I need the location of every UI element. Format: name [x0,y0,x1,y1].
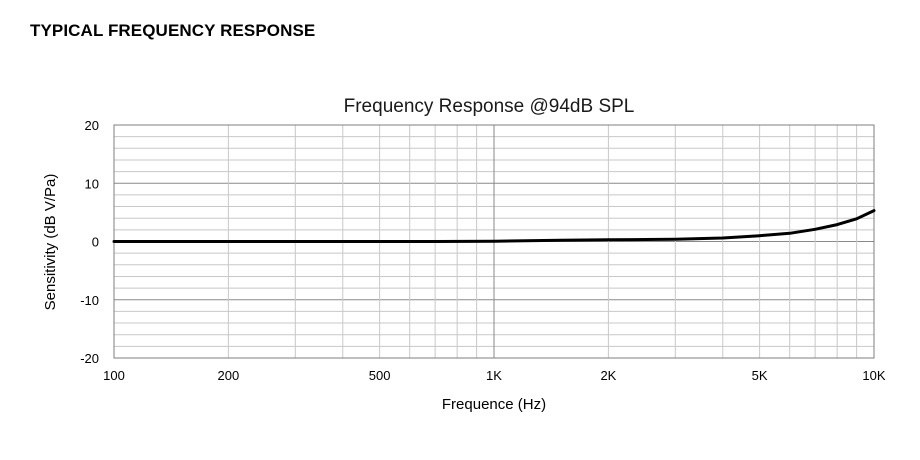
y-axis-ticks: 20 10 0 -10 -20 [80,118,99,366]
y-tick-label: 0 [92,235,99,250]
x-tick-label: 200 [218,368,240,383]
x-tick-label: 100 [103,368,125,383]
x-axis-title: Frequence (Hz) [442,396,546,413]
x-tick-label: 2K [600,368,616,383]
y-tick-label: 10 [85,176,99,191]
sensitivity-curve [112,209,876,243]
x-axis-ticks: 100 200 500 1K 2K 5K 10K [103,368,886,383]
x-tick-label: 500 [369,368,391,383]
chart-title: Frequency Response @94dB SPL [344,96,635,117]
x-tick-label: 5K [752,368,768,383]
y-tick-label: 20 [85,118,99,133]
y-tick-label: -10 [80,293,99,308]
y-tick-label: -20 [80,351,99,366]
x-tick-label: 1K [486,368,502,383]
y-axis-title: Sensitivity (dB V/Pa) [42,174,59,311]
series-layer [112,209,876,243]
page-heading: TYPICAL FREQUENCY RESPONSE [30,21,316,40]
x-tick-label: 10K [862,368,885,383]
